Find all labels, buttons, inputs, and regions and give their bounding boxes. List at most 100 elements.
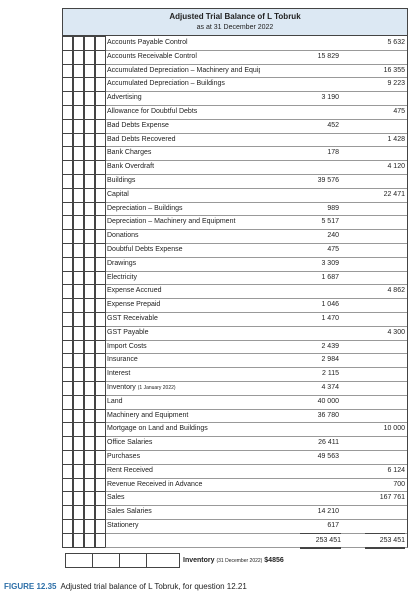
box [73, 339, 84, 355]
row [105, 477, 408, 493]
box [62, 49, 73, 65]
box [62, 477, 73, 493]
debit: 49 563 [317, 453, 339, 460]
footer-amount: $4856 [264, 557, 284, 564]
account: Office Salaries [107, 439, 153, 447]
title: Adjusted Trial Balance of L Tobruk [169, 12, 301, 21]
box [73, 284, 84, 300]
account: Depreciation – Buildings [107, 204, 183, 212]
caption-text: Adjusted trial balance of L Tobruk, for … [60, 582, 247, 591]
box [84, 312, 95, 327]
box [119, 553, 147, 568]
box [84, 187, 95, 203]
box [84, 118, 95, 134]
debit: 5 517 [321, 218, 339, 226]
box [62, 491, 73, 507]
row [105, 229, 408, 244]
row [105, 381, 408, 396]
box [84, 519, 95, 534]
debit: 15 829 [317, 52, 339, 60]
box [62, 298, 73, 313]
box [92, 553, 120, 568]
row [105, 532, 408, 548]
box [62, 394, 73, 410]
box [62, 243, 73, 258]
account: Electricity [107, 273, 137, 281]
debit: 452 [327, 121, 339, 129]
box [84, 450, 95, 465]
footer-text: Inventory (31 December 2022) $4856 [183, 554, 284, 568]
row [105, 63, 408, 79]
row [105, 325, 408, 341]
box [84, 381, 95, 396]
box [62, 312, 73, 327]
box [62, 450, 73, 465]
box [62, 505, 73, 520]
debit: 1 470 [321, 315, 339, 322]
box [84, 215, 95, 231]
debit: 40 000 [317, 397, 339, 405]
box [62, 174, 73, 189]
box [62, 132, 73, 148]
row [105, 105, 408, 120]
box [73, 450, 84, 465]
account: Expense Prepaid [107, 301, 161, 309]
subtitle: as at 31 December 2022 [196, 24, 274, 31]
row [105, 312, 408, 327]
box [84, 408, 95, 424]
caption-number: FIGURE 12.35 [4, 582, 57, 591]
box [62, 187, 73, 203]
account: Doubtful Debts Expense [107, 246, 183, 253]
box [84, 353, 95, 369]
box [73, 215, 84, 231]
account: Insurance [107, 356, 138, 364]
total-debit: 253 451 [300, 532, 341, 549]
box [84, 36, 95, 51]
box [62, 77, 73, 93]
box [84, 436, 95, 451]
box [73, 477, 84, 493]
box [62, 325, 73, 341]
box [84, 298, 95, 313]
box [73, 532, 84, 548]
debit: 1 046 [321, 301, 339, 309]
credit: 10 000 [383, 425, 405, 433]
box [62, 463, 73, 479]
table-header: Adjusted Trial Balance of L Tobruk as at… [62, 8, 408, 36]
box [73, 463, 84, 479]
row [105, 146, 408, 162]
box [84, 284, 95, 300]
account: Land [107, 397, 123, 405]
box [62, 284, 73, 300]
row [105, 367, 408, 382]
account: Stationery [107, 522, 139, 529]
box [62, 201, 73, 217]
box [73, 118, 84, 134]
footer: Inventory (31 December 2022) $4856 [65, 553, 365, 568]
box [73, 105, 84, 120]
box [73, 325, 84, 341]
debit: 178 [327, 149, 339, 157]
box [84, 256, 95, 272]
box [62, 36, 73, 51]
credit: 1 428 [387, 135, 405, 143]
account: Donations [107, 232, 139, 240]
box [84, 160, 95, 175]
total-credit: 253 451 [365, 532, 405, 549]
debit: 26 411 [318, 439, 339, 447]
account: GST Receivable [107, 315, 158, 322]
debit: 4 374 [321, 384, 339, 391]
box [62, 63, 73, 79]
credit: 4 862 [387, 287, 405, 295]
row [105, 243, 408, 258]
box [146, 553, 180, 568]
box [73, 505, 84, 520]
row [105, 201, 408, 217]
box [62, 229, 73, 244]
box [62, 270, 73, 286]
box [84, 201, 95, 217]
box [73, 229, 84, 244]
account: Import Costs [107, 342, 147, 350]
row [105, 215, 408, 231]
row [105, 339, 408, 355]
